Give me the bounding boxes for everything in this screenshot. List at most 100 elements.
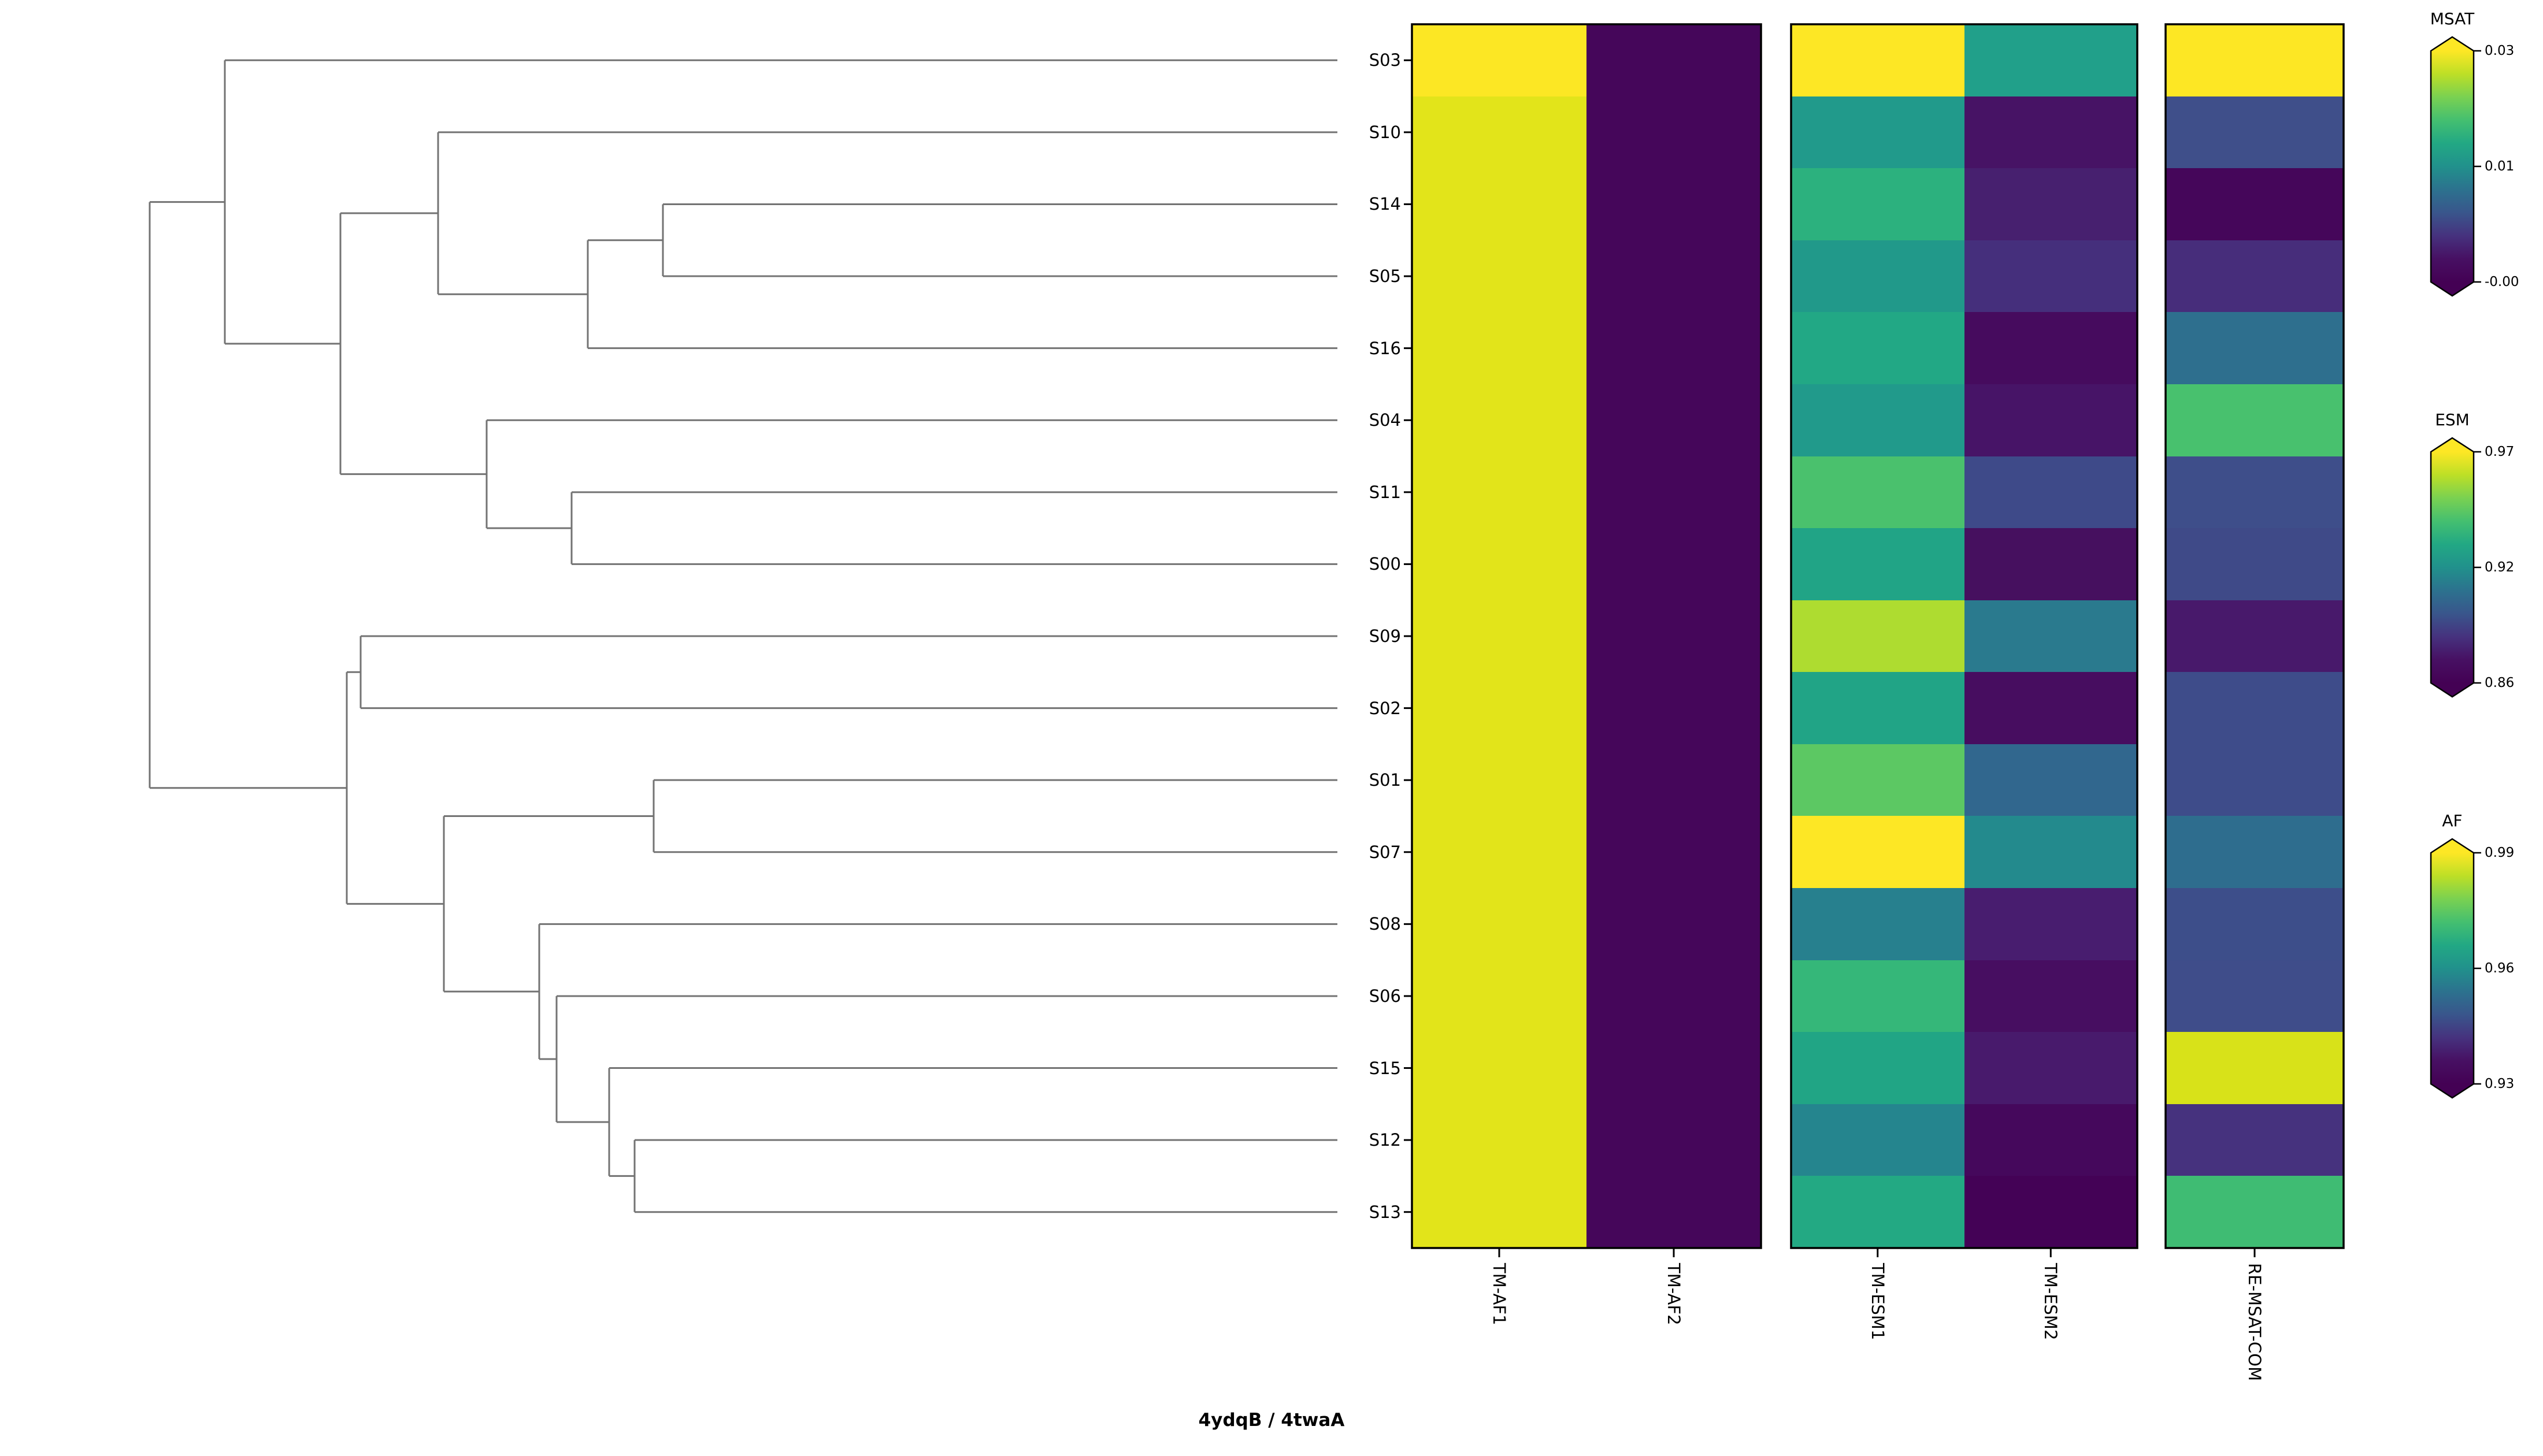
- heatmap-cell-TM-ESM1-S07: [1791, 816, 1965, 889]
- heatmap-cell-TM-ESM1-S16: [1791, 312, 1965, 385]
- heatmap-cell-TM-ESM2-S15: [1964, 1032, 2138, 1105]
- heatmap-cell-TM-AF2-S13: [1586, 1176, 1762, 1249]
- heatmap-cell-TM-ESM1-S11: [1791, 456, 1965, 529]
- heatmap-cell-TM-AF2-S10: [1586, 96, 1762, 169]
- heatmap-cell-TM-AF2-S05: [1586, 240, 1762, 313]
- heatmap-cell-RE-MSAT-COM-S15: [2166, 1032, 2344, 1105]
- heatmap-cell-TM-ESM2-S16: [1964, 312, 2138, 385]
- heatmap-cell-TM-ESM1-S15: [1791, 1032, 1965, 1105]
- heatmap-cell-TM-ESM2-S00: [1964, 528, 2138, 601]
- row-label-S00: S00: [1369, 554, 1401, 574]
- heatmap-cell-TM-AF1-S02: [1412, 672, 1587, 745]
- row-label-S09: S09: [1369, 626, 1401, 646]
- colorbar-AF: [2430, 838, 2475, 1099]
- heatmap-cell-TM-AF2-S08: [1586, 888, 1762, 961]
- row-label-S02: S02: [1369, 698, 1401, 718]
- heatmap-cell-RE-MSAT-COM-S16: [2166, 312, 2344, 385]
- heatmap-cell-TM-ESM2-S10: [1964, 96, 2138, 169]
- heatmap-cell-TM-ESM1-S05: [1791, 240, 1965, 313]
- heatmap-cell-RE-MSAT-COM-S04: [2166, 384, 2344, 457]
- heatmap-cell-TM-ESM1-S01: [1791, 744, 1965, 817]
- heatmap-cell-TM-AF2-S01: [1586, 744, 1762, 817]
- heatmap-cell-RE-MSAT-COM-S02: [2166, 672, 2344, 745]
- colorbar-tick-label-AF-0.93: 0.93: [2485, 1076, 2515, 1091]
- heatmap-cell-TM-AF1-S08: [1412, 888, 1587, 961]
- heatmap-cell-TM-AF1-S10: [1412, 96, 1587, 169]
- row-label-S11: S11: [1369, 482, 1401, 502]
- colorbar-tick-label-ESM-0.86: 0.86: [2485, 675, 2515, 690]
- heatmap-cell-TM-ESM1-S04: [1791, 384, 1965, 457]
- heatmap-cell-TM-ESM1-S02: [1791, 672, 1965, 745]
- heatmap-cell-TM-AF1-S16: [1412, 312, 1587, 385]
- heatmap-cell-TM-ESM1-S06: [1791, 960, 1965, 1032]
- row-label-S06: S06: [1369, 986, 1401, 1006]
- heatmap-cell-TM-ESM1-S14: [1791, 168, 1965, 241]
- colorbars: [2430, 36, 2481, 1099]
- heatmap-cell-TM-AF2-S16: [1586, 312, 1762, 385]
- column-label-TM-AF1: TM-AF1: [1489, 1263, 1509, 1325]
- heatmap-cell-TM-ESM2-S01: [1964, 744, 2138, 817]
- row-label-S12: S12: [1369, 1130, 1401, 1150]
- heatmap-cell-RE-MSAT-COM-S05: [2166, 240, 2344, 313]
- heatmap-cell-TM-ESM2-S06: [1964, 960, 2138, 1032]
- row-label-S05: S05: [1369, 266, 1401, 287]
- heatmap-cell-TM-AF1-S04: [1412, 384, 1587, 457]
- heatmap-cell-TM-AF1-S00: [1412, 528, 1587, 601]
- row-label-S10: S10: [1369, 122, 1401, 142]
- column-label-TM-ESM1: TM-ESM1: [1867, 1263, 1888, 1340]
- heatmap-cell-TM-AF1-S14: [1412, 168, 1587, 241]
- heatmap-cell-RE-MSAT-COM-S01: [2166, 744, 2344, 817]
- row-label-S14: S14: [1369, 194, 1401, 214]
- row-label-S15: S15: [1369, 1058, 1401, 1078]
- heatmap-cell-TM-AF2-S02: [1586, 672, 1762, 745]
- heatmap-cell-TM-AF2-S00: [1586, 528, 1762, 601]
- heatmap-cell-TM-ESM2-S13: [1964, 1176, 2138, 1249]
- heatmap-cell-TM-AF2-S06: [1586, 960, 1762, 1032]
- heatmap-cell-TM-AF1-S05: [1412, 240, 1587, 313]
- colorbar-tick-label-MSAT-0.01: 0.01: [2485, 159, 2515, 174]
- heatmap-cell-TM-ESM1-S08: [1791, 888, 1965, 961]
- colorbar-title-AF: AF: [2442, 811, 2463, 830]
- heatmap-cell-TM-AF1-S11: [1412, 456, 1587, 529]
- colorbar-tick-label-MSAT--0.00: -0.00: [2485, 274, 2519, 289]
- heatmap-cell-TM-ESM2-S07: [1964, 816, 2138, 889]
- colorbar-tick-label-ESM-0.92: 0.92: [2485, 560, 2515, 575]
- heatmap-cell-TM-AF2-S09: [1586, 600, 1762, 673]
- heatmap-cell-TM-ESM1-S00: [1791, 528, 1965, 601]
- row-label-S13: S13: [1369, 1202, 1401, 1222]
- heatmap-cell-TM-ESM2-S08: [1964, 888, 2138, 961]
- heatmap-cell-TM-AF2-S15: [1586, 1032, 1762, 1105]
- heatmap-cell-TM-AF2-S11: [1586, 456, 1762, 529]
- colorbar-title-MSAT: MSAT: [2430, 9, 2475, 28]
- heatmap-cell-TM-AF2-S14: [1586, 168, 1762, 241]
- colorbar-tick-label-MSAT-0.03: 0.03: [2485, 43, 2515, 58]
- heatmap-cell-RE-MSAT-COM-S13: [2166, 1176, 2344, 1249]
- dendrogram: [149, 59, 1337, 1213]
- heatmap-cell-TM-ESM2-S05: [1964, 240, 2138, 313]
- row-label-S04: S04: [1369, 410, 1401, 430]
- colorbar-title-ESM: ESM: [2435, 410, 2470, 429]
- heatmap-cell-TM-ESM1-S13: [1791, 1176, 1965, 1249]
- colorbar-MSAT: [2430, 36, 2475, 297]
- heatmap-cell-TM-ESM1-S12: [1791, 1104, 1965, 1176]
- heatmap-cell-TM-ESM2-S02: [1964, 672, 2138, 745]
- heatmap-cell-TM-AF1-S13: [1412, 1176, 1587, 1249]
- heatmap-cell-TM-ESM2-S12: [1964, 1104, 2138, 1176]
- heatmap-cell-TM-AF1-S12: [1412, 1104, 1587, 1176]
- column-label-TM-AF2: TM-AF2: [1664, 1263, 1684, 1325]
- colorbar-tick-label-ESM-0.97: 0.97: [2485, 444, 2515, 459]
- heatmap-cell-TM-ESM2-S09: [1964, 600, 2138, 673]
- column-label-RE-MSAT-COM: RE-MSAT-COM: [2245, 1263, 2264, 1381]
- heatmap-cell-RE-MSAT-COM-S09: [2166, 600, 2344, 673]
- heatmap-cell-TM-AF2-S12: [1586, 1104, 1762, 1176]
- row-label-S08: S08: [1369, 914, 1401, 934]
- colorbar-tick-label-AF-0.96: 0.96: [2485, 961, 2515, 976]
- heatmap-cell-TM-ESM1-S03: [1791, 24, 1965, 97]
- heatmap-cell-TM-ESM2-S14: [1964, 168, 2138, 241]
- row-label-S03: S03: [1369, 50, 1401, 70]
- heatmap-cell-TM-ESM2-S03: [1964, 24, 2138, 97]
- heatmap-cell-TM-ESM2-S04: [1964, 384, 2138, 457]
- heatmap-cell-RE-MSAT-COM-S07: [2166, 816, 2344, 889]
- heatmap-cell-TM-ESM2-S11: [1964, 456, 2138, 529]
